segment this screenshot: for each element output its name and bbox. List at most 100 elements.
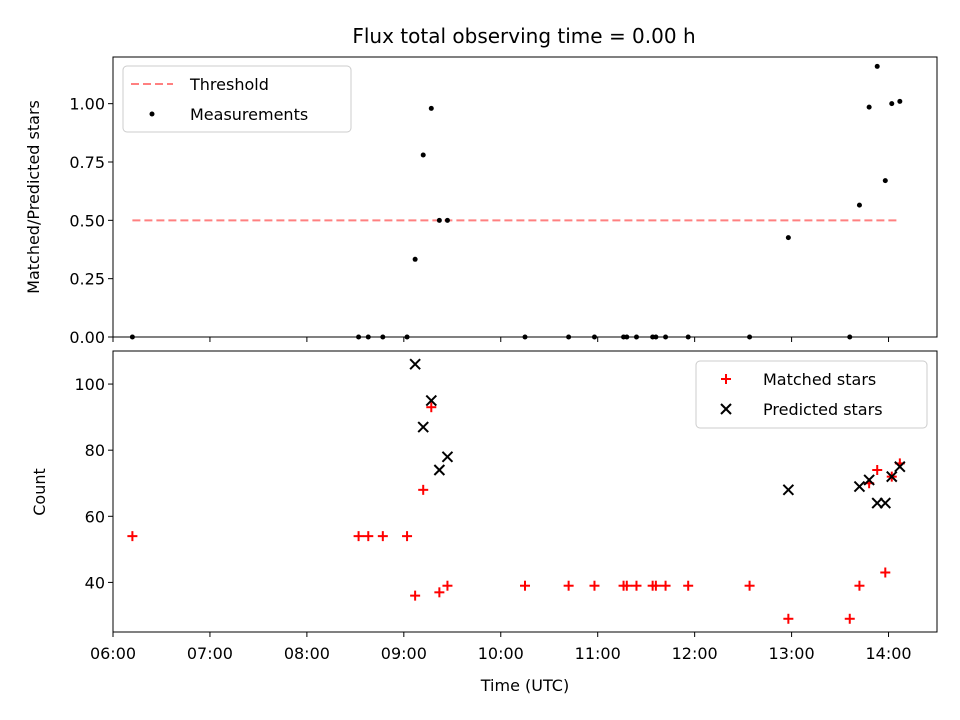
bottom-x-tick-label: 12:00 [672,644,718,663]
measurement-point [889,101,895,107]
matched-point [744,580,755,591]
bottom-y-tick-label: 80 [85,441,105,460]
matched-point [844,613,855,624]
x-b [782,484,795,496]
matched-point [621,580,632,591]
bottom-y-tick-label: 100 [74,375,105,394]
x-b [853,480,866,493]
bottom-y-tick-label: 60 [85,507,105,526]
matched-point [410,590,421,601]
top-y-tick-label: 0.00 [69,328,105,347]
chart-title: Flux total observing time = 0.00 h [352,24,695,48]
predicted-point [886,470,898,483]
bottom-x-tick-label: 07:00 [187,644,233,663]
predicted-point [441,451,454,463]
matched-point [854,580,865,591]
matched-point [650,580,661,591]
top-y-tick-label: 0.50 [69,211,105,230]
x-b [441,451,454,463]
top-panel: 0.00 0.25 0.50 0.75 1.00 Matched/Predicted s… [24,56,938,347]
bottom-x-tick-label: 08:00 [284,644,330,663]
legend-predicted-label: Predicted stars [763,400,883,419]
legend-measurements-label: Measurements [190,105,308,124]
matched-point [418,484,429,495]
legend-matched-swatch [721,374,731,384]
measurement-point [436,217,442,223]
legend-matched-label: Matched stars [763,370,876,389]
top-y-axis-label: Matched/Predicted stars [24,100,43,294]
matched-point [872,465,883,476]
matched-point [783,613,794,624]
matched-point [660,580,671,591]
matched-point [520,580,530,591]
predicted-point [417,421,429,433]
measurement-point [874,63,880,69]
top-legend-box [122,65,352,133]
measurement-point [428,105,434,111]
bottom-x-tick-label: 10:00 [478,644,524,663]
predicted-point [433,464,446,476]
x-b [409,358,421,370]
bottom-x-tick-label: 13:00 [769,644,815,663]
matched-point [363,531,374,542]
measurement-point [856,202,862,208]
bottom-y-tick-label: 40 [85,573,105,592]
x-b [720,403,732,415]
bottom-legend-box [695,360,928,429]
top-x-ticks [112,337,890,342]
measurement-point [897,98,903,104]
matched-point [127,531,138,542]
top-y-ticks: 0.00 0.25 0.50 0.75 1.00 [69,95,113,347]
predicted-point [853,480,866,493]
measurement-point [866,104,872,110]
top-y-tick-label: 0.25 [69,270,105,289]
top-y-tick-label: 0.75 [69,153,105,172]
legend-plus [721,374,731,384]
matched-point [631,580,642,591]
top-plot-frame [112,56,938,338]
measurement-point [412,256,418,262]
bottom-y-ticks: 40 60 80 100 [74,375,113,592]
x-b [417,421,429,433]
predicted-point [425,394,437,407]
x-b [433,464,446,476]
measurement-point [444,217,450,223]
matched-point [434,587,445,598]
predicted-point [879,497,892,509]
bottom-x-tick-label: 11:00 [575,644,621,663]
x-b [894,460,906,473]
legend-x [720,403,732,415]
bottom-legend: Matched stars Predicted stars [695,360,928,429]
bottom-x-tick-label: 06:00 [90,644,136,663]
matched-point [377,531,388,542]
predicted-point [863,474,875,486]
bottom-y-axis-label: Count [30,468,49,516]
matched-point [353,531,364,542]
predicted-point [782,484,795,496]
x-axis-label: Time (UTC) [480,676,569,695]
top-plot-marks [129,63,903,340]
x-b [879,497,892,509]
x-b [886,470,898,483]
measurement-point [882,178,888,184]
predicted-point [409,358,421,370]
bottom-plot-frame [112,350,938,633]
measurement-point [785,235,791,241]
legend-threshold-label: Threshold [189,75,269,94]
top-legend: Threshold Measurements [122,65,352,133]
legend-predicted-swatch [720,403,732,415]
legend-measurements-swatch [149,111,155,117]
predicted-point [894,460,906,473]
bottom-panel: 40 60 80 100 06:00 07:00 08:00 09:00 10:00 11:00… [30,350,938,695]
matched-point [426,402,437,413]
bottom-x-tick-label: 09:00 [381,644,427,663]
matched-point [589,580,600,591]
bottom-plot-marks [127,358,906,624]
bottom-x-ticks: 06:00 07:00 08:00 09:00 10:00 11:00 12:00 13:00… [90,632,912,663]
matched-point [442,580,453,591]
x-b [863,474,875,486]
x-b [425,394,437,407]
bottom-x-tick-label: 14:00 [865,644,911,663]
matched-point [880,567,891,578]
